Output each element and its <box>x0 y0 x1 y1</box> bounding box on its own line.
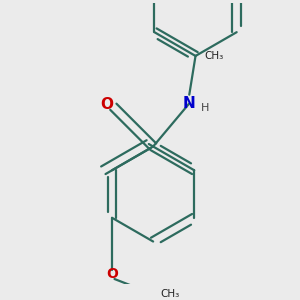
Text: O: O <box>100 97 114 112</box>
Text: CH₃: CH₃ <box>160 289 180 299</box>
Text: H: H <box>201 103 210 113</box>
Text: N: N <box>183 96 196 111</box>
Text: CH₃: CH₃ <box>204 51 224 61</box>
Text: O: O <box>106 267 118 281</box>
